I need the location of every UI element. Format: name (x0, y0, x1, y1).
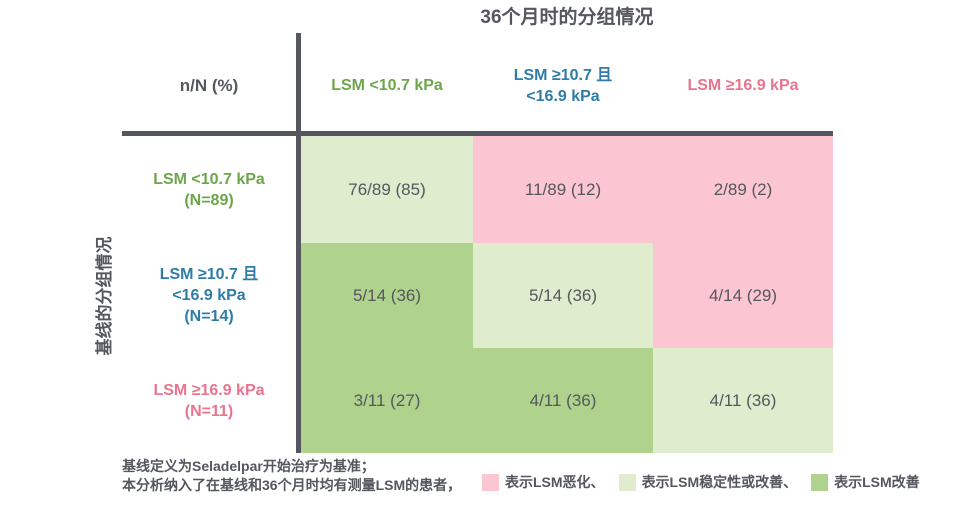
column-header-lsm-high: LSM ≥16.9 kPa (653, 40, 833, 131)
legend-label-worsened: 表示LSM恶化、 (505, 474, 605, 490)
column-axis-title: 36个月时的分组情况 (480, 7, 654, 28)
cell-r3c1: 3/11 (27) (301, 348, 473, 453)
cell-grid: 76/89 (85) 11/89 (12) 2/89 (2) 5/14 (36)… (301, 136, 833, 453)
cell-r3c2: 4/11 (36) (473, 348, 653, 453)
vertical-divider-line (296, 33, 301, 453)
row-header-lsm-high: LSM ≥16.9 kPa (N=11) (122, 348, 296, 453)
cell-r2c2: 5/14 (36) (473, 243, 653, 348)
legend-label-improved: 表示LSM改善 (834, 474, 920, 490)
row-header-line: (N=11) (184, 402, 234, 420)
cell-r2c3: 4/14 (29) (653, 243, 833, 348)
column-header-lsm-mid: LSM ≥10.7 且 <16.9 kPa (473, 40, 653, 131)
legend-swatch-stable (618, 473, 636, 491)
row-header-line: (N=14) (184, 308, 234, 325)
horizontal-divider-line (122, 131, 833, 136)
cell-r1c2: 11/89 (12) (473, 136, 653, 243)
row-axis-title: 基线的分组情况 (95, 236, 114, 356)
row-header-line: LSM ≥16.9 kPa (153, 381, 265, 399)
row-header-line: LSM <10.7 kPa (153, 170, 265, 188)
legend-label-stable: 表示LSM稳定性或改善、 (641, 474, 798, 490)
row-header-line: <16.9 kPa (172, 287, 246, 304)
row-header-lsm-mid: LSM ≥10.7 且 <16.9 kPa (N=14) (122, 243, 296, 348)
column-header-lsm-low: LSM <10.7 kPa (301, 40, 473, 131)
row-header-line: (N=89) (184, 191, 234, 209)
column-header-line: <16.9 kPa (526, 87, 600, 105)
row-header-line: LSM ≥10.7 且 (159, 266, 259, 283)
column-header-line: LSM <10.7 kPa (331, 77, 443, 94)
legend-swatch-worsened (482, 473, 499, 491)
corner-label: n/N (%) (179, 75, 239, 95)
cell-r1c1: 76/89 (85) (301, 136, 473, 243)
row-header-lsm-low: LSM <10.7 kPa (N=89) (122, 136, 296, 243)
cell-r2c1: 5/14 (36) (301, 243, 473, 348)
column-header-line: LSM ≥10.7 且 (513, 66, 613, 84)
column-header-line: LSM ≥16.9 kPa (687, 77, 799, 94)
cell-r1c3: 2/89 (2) (653, 136, 833, 243)
cell-r3c3: 4/11 (36) (653, 348, 833, 453)
color-legend: 表示LSM恶化、 表示LSM稳定性或改善、 表示LSM改善 (482, 472, 928, 492)
legend-swatch-improved (811, 473, 829, 491)
footnote-line-1: 基线定义为Seladelpar开始治疗为基准； (122, 458, 375, 474)
footnote-line-2: 本分析纳入了在基线和36个月时均有测量LSM的患者， (122, 477, 462, 493)
